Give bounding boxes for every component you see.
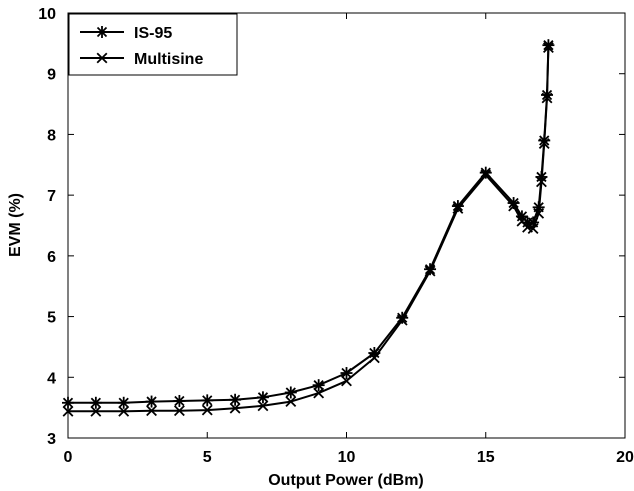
y-tick-label: 3 — [47, 431, 56, 448]
y-tick-label: 4 — [47, 370, 56, 387]
y-tick-label: 8 — [47, 127, 56, 144]
x-tick-label: 5 — [203, 449, 212, 466]
x-tick-label: 15 — [477, 449, 495, 466]
y-tick-label: 6 — [47, 249, 56, 266]
x-tick-label: 10 — [338, 449, 356, 466]
x-tick-label: 20 — [616, 449, 634, 466]
legend-label-multisine: Multisine — [134, 51, 203, 68]
x-tick-label: 0 — [64, 449, 73, 466]
legend-label-is95: IS-95 — [134, 25, 172, 42]
y-tick-label: 5 — [47, 310, 56, 327]
legend-marker-is95 — [96, 26, 108, 38]
x-axis-label: Output Power (dBm) — [268, 472, 424, 489]
y-tick-label: 9 — [47, 67, 56, 84]
data-point-is95 — [480, 167, 492, 179]
y-tick-label: 10 — [38, 6, 56, 23]
y-tick-label: 7 — [47, 188, 56, 205]
data-point-is95 — [201, 394, 213, 406]
y-axis-label: EVM (%) — [7, 193, 24, 257]
legend: IS-95 Multisine — [69, 14, 237, 75]
data-point-is95 — [173, 395, 185, 407]
